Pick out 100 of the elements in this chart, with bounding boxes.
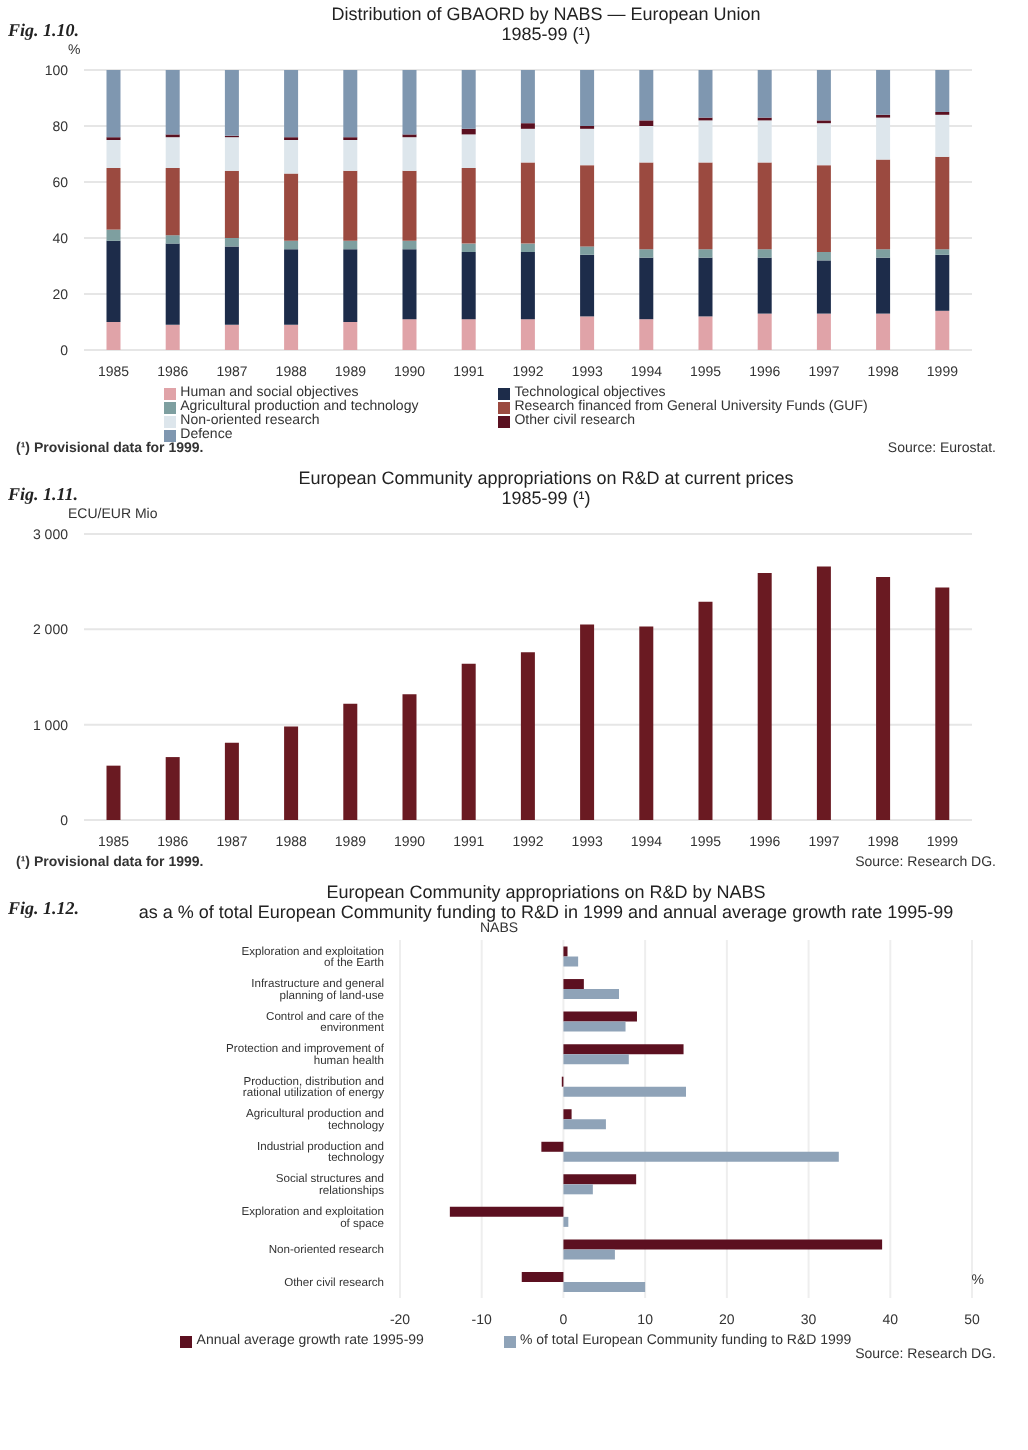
- bar: [343, 140, 358, 171]
- caption: Fig. 1.11.: [8, 484, 79, 504]
- bar: [639, 319, 654, 350]
- bar: [402, 694, 417, 820]
- bar: [165, 324, 180, 350]
- bar: [935, 587, 950, 820]
- bar: [402, 137, 417, 171]
- bar: [639, 626, 654, 820]
- chart-title: European Community appropriations on R&D by NABS: [326, 882, 766, 902]
- bar: [343, 240, 358, 250]
- bar: [639, 162, 654, 250]
- bar: [461, 663, 476, 820]
- bar: [284, 324, 299, 350]
- bar: [449, 1206, 564, 1217]
- bar: [284, 173, 299, 241]
- bar: [461, 128, 476, 135]
- bar: [816, 70, 831, 121]
- chart-subtitle: 1985-99 (¹): [501, 488, 591, 508]
- bar: [935, 249, 950, 255]
- bar: [520, 319, 535, 350]
- bar: [343, 703, 358, 820]
- bar: [698, 249, 713, 258]
- bar: [563, 1151, 839, 1162]
- bar: [402, 240, 417, 250]
- caption: Fig. 1.12.: [8, 898, 80, 918]
- bar: [520, 123, 535, 129]
- bar: [580, 316, 595, 350]
- bar: [563, 1021, 626, 1032]
- bar: [698, 601, 713, 820]
- bar: [757, 313, 772, 350]
- bar: [461, 243, 476, 252]
- bar: [757, 249, 772, 258]
- bar: [816, 313, 831, 350]
- bar: [639, 70, 654, 121]
- bar: [563, 1054, 629, 1065]
- bar: [563, 1184, 593, 1195]
- bar: [521, 1271, 564, 1282]
- bar: [520, 162, 535, 244]
- bar: [402, 319, 417, 350]
- bar: [876, 249, 891, 258]
- bar: [106, 765, 121, 820]
- bar: [816, 165, 831, 252]
- bar: [520, 128, 535, 163]
- bar: [816, 260, 831, 314]
- bar: [876, 576, 891, 820]
- chart-subtitle: 1985-99 (¹): [501, 24, 591, 44]
- bar: [698, 257, 713, 317]
- bar: [935, 70, 950, 112]
- bar: [541, 1141, 564, 1152]
- bar: [224, 238, 239, 247]
- bar: [343, 70, 358, 138]
- bar: [224, 246, 239, 325]
- bar: [563, 1044, 684, 1055]
- bar: [563, 989, 619, 1000]
- bar: [757, 257, 772, 314]
- bar: [284, 140, 299, 174]
- bar: [106, 322, 121, 350]
- bar: [935, 156, 950, 250]
- bar: [563, 1174, 637, 1185]
- bar: [224, 742, 239, 820]
- bar: [224, 324, 239, 350]
- bar: [106, 240, 121, 322]
- bar: [520, 70, 535, 124]
- bar: [343, 322, 358, 350]
- bar: [461, 70, 476, 129]
- bar: [461, 252, 476, 320]
- bar: [520, 252, 535, 320]
- bar: [757, 162, 772, 250]
- bar: [580, 70, 595, 126]
- chart-subtitle: as a % of total European Community funding to R&D in 1999 and annual average growth rate 1995-99: [138, 902, 954, 922]
- bar: [461, 319, 476, 350]
- bar: [563, 1109, 572, 1120]
- bar: [284, 726, 299, 820]
- bar: [580, 624, 595, 820]
- caption: Fig. 1.10.: [8, 20, 80, 40]
- bar: [520, 243, 535, 252]
- bar: [106, 140, 121, 168]
- bar: [876, 70, 891, 115]
- bar: [563, 1119, 606, 1130]
- bar: [639, 257, 654, 320]
- bar: [343, 170, 358, 241]
- bar: [165, 168, 180, 236]
- bar: [402, 249, 417, 320]
- bar: [563, 1086, 686, 1097]
- bar: [165, 70, 180, 135]
- bar: [106, 70, 121, 138]
- bar: [935, 310, 950, 350]
- bar: [816, 566, 831, 820]
- bar: [461, 134, 476, 168]
- bar: [284, 240, 299, 250]
- bar: [563, 1249, 615, 1260]
- bar: [224, 70, 239, 136]
- bar: [757, 70, 772, 118]
- bar: [698, 70, 713, 118]
- bar: [757, 573, 772, 820]
- bar: [563, 1239, 883, 1250]
- bar: [520, 652, 535, 820]
- bar: [224, 137, 239, 171]
- chart-title: European Community appropriations on R&D at current prices: [298, 468, 794, 488]
- bar: [563, 979, 584, 990]
